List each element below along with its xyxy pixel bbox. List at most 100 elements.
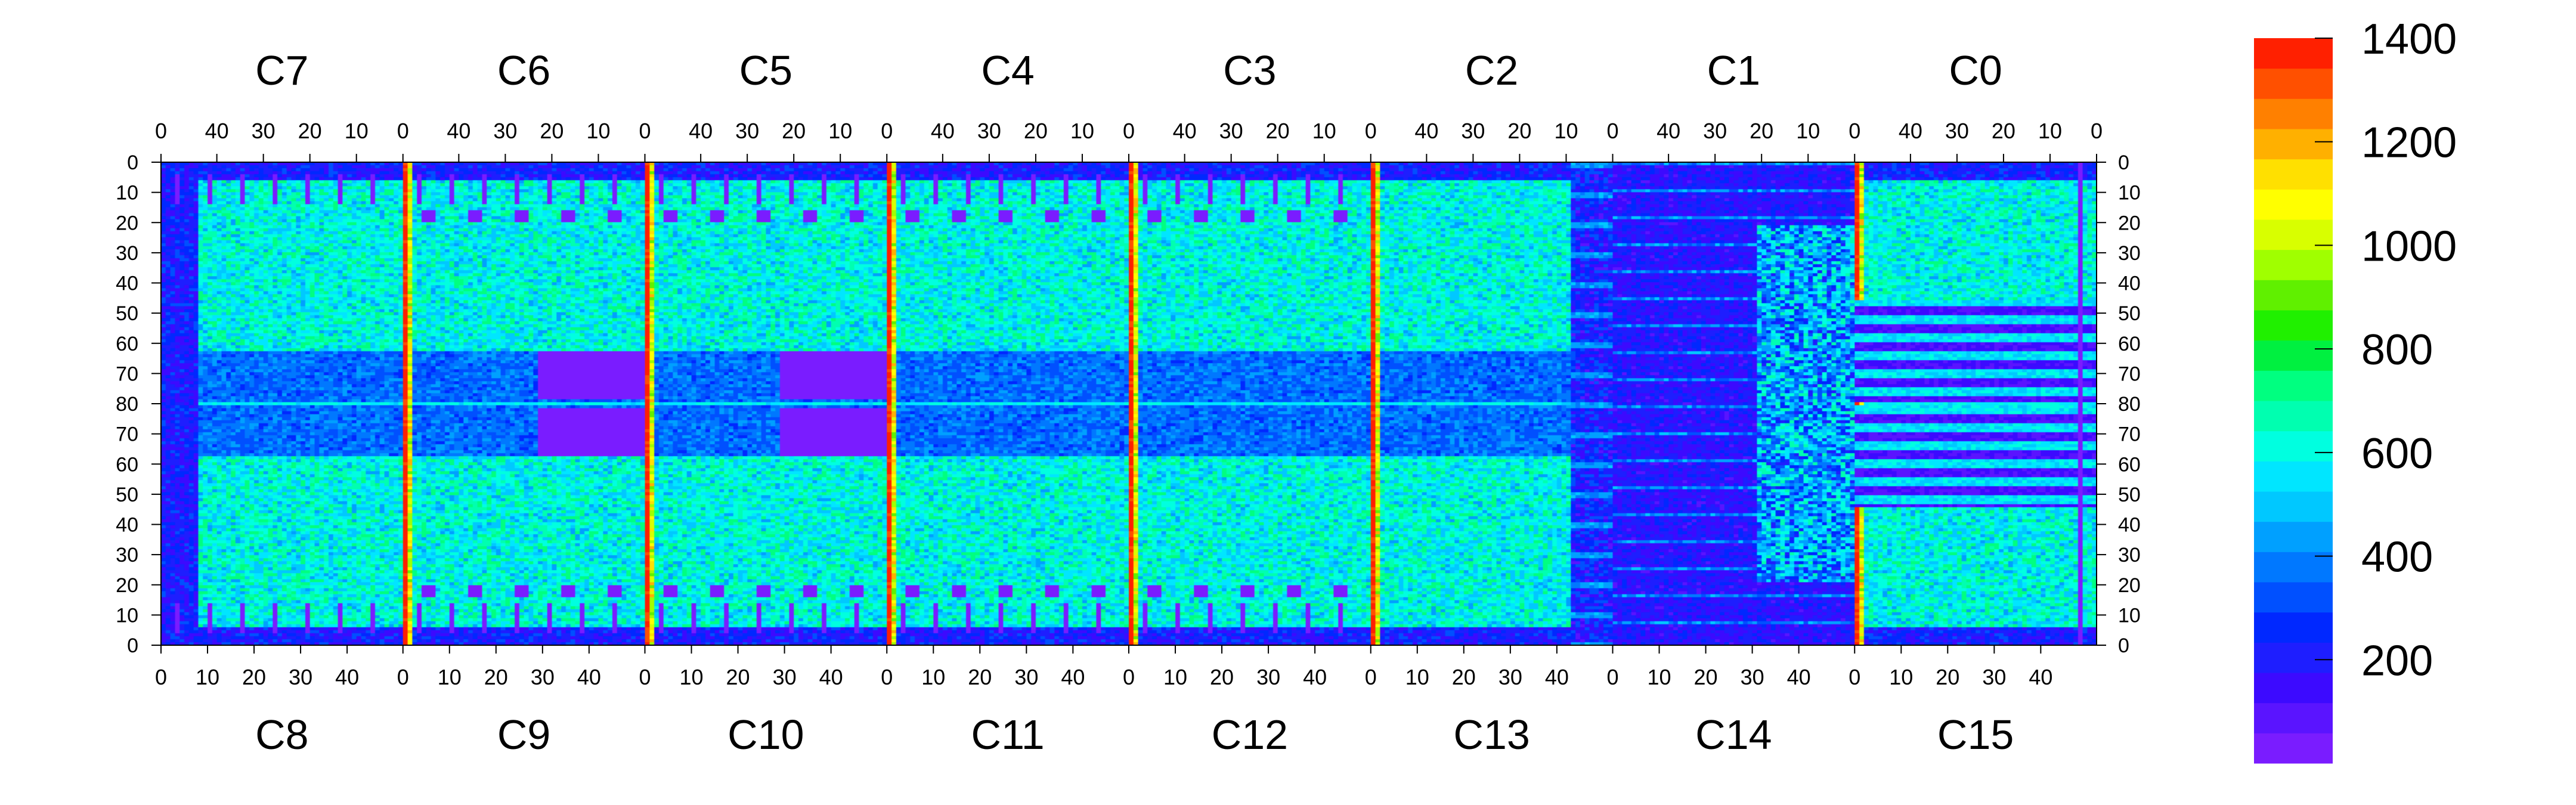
chip-label-bottom: C15 (1937, 711, 2014, 758)
chip-label-bottom: C13 (1453, 711, 1530, 758)
right-tick-label: 70 (2118, 423, 2141, 446)
right-tick-label: 60 (2118, 453, 2141, 476)
colorbar-segment (2254, 552, 2333, 583)
colorbar (2254, 38, 2333, 764)
top-tick-label: 10 (345, 119, 369, 143)
left-tick-label: 30 (116, 242, 138, 265)
left-tick-label: 10 (116, 604, 138, 627)
bottom-tick-label: 20 (1210, 665, 1234, 689)
top-tick-label: 10 (828, 119, 852, 143)
heatmap-cells (161, 162, 2097, 645)
bottom-tick-label: 30 (531, 665, 555, 689)
chip-label-top: C1 (1707, 47, 1760, 94)
bottom-tick-label: 20 (242, 665, 266, 689)
colorbar-tick-label: 600 (2361, 430, 2433, 478)
colorbar-segment (2254, 491, 2333, 522)
top-tick-label: 40 (931, 119, 955, 143)
right-tick-label: 10 (2118, 182, 2141, 205)
colorbar-tick-label: 1200 (2361, 119, 2457, 167)
top-tick-label: 0 (1123, 119, 1135, 143)
left-tick-label: 70 (116, 423, 138, 446)
bottom-tick-label: 20 (726, 665, 750, 689)
bottom-tick-label: 20 (1452, 665, 1476, 689)
bottom-tick-label: 30 (1982, 665, 2006, 689)
right-tick-label: 50 (2118, 302, 2141, 325)
left-tick-label: 10 (116, 182, 138, 205)
chip-label-top: C0 (1949, 47, 2002, 94)
colorbar-segment (2254, 68, 2333, 99)
right-tick-label: 30 (2118, 544, 2141, 566)
colorbar-tick-label: 1000 (2361, 222, 2457, 270)
bottom-tick-label: 20 (1694, 665, 1718, 689)
colorbar-segment (2254, 401, 2333, 432)
chip-label-bottom: C12 (1212, 711, 1288, 758)
top-tick-label: 30 (977, 119, 1001, 143)
top-tick-label: 30 (1461, 119, 1485, 143)
right-tick-label: 40 (2118, 273, 2141, 295)
colorbar-segment (2254, 582, 2333, 613)
bottom-tick-label: 10 (1163, 665, 1187, 689)
colorbar-segment (2254, 461, 2333, 492)
colorbar-segment (2254, 642, 2333, 673)
bottom-tick-label: 10 (438, 665, 462, 689)
colorbar-segment (2254, 521, 2333, 552)
colorbar-segment (2254, 129, 2333, 160)
top-tick-label: 40 (1173, 119, 1197, 143)
colorbar-segment (2254, 370, 2333, 401)
top-tick-label: 10 (2038, 119, 2062, 143)
chip-label-bottom: C8 (255, 711, 308, 758)
heatmap-area (161, 162, 2097, 645)
top-tick-label: 30 (1219, 119, 1243, 143)
bottom-tick-label: 10 (680, 665, 704, 689)
bottom-tick-label: 40 (2029, 665, 2052, 689)
left-tick-label: 0 (127, 151, 138, 174)
top-tick-label: 0 (881, 119, 893, 143)
right-tick-label: 20 (2118, 574, 2141, 597)
top-tick-label: 40 (1414, 119, 1438, 143)
colorbar-tick-label: 1400 (2361, 16, 2457, 63)
bottom-tick-label: 0 (1123, 665, 1135, 689)
chip-label-top: C2 (1465, 47, 1518, 94)
left-tick-label: 60 (116, 333, 138, 355)
bottom-tick-label: 10 (196, 665, 219, 689)
top-tick-label: 0 (155, 119, 167, 143)
bottom-tick-label: 20 (484, 665, 508, 689)
right-tick-label: 70 (2118, 363, 2141, 385)
chip-label-bottom: C14 (1695, 711, 1772, 758)
top-tick-label: 30 (252, 119, 275, 143)
top-tick-label: 30 (1945, 119, 1969, 143)
top-tick-label: 20 (298, 119, 322, 143)
bottom-tick-label: 40 (335, 665, 359, 689)
colorbar-tick-label: 200 (2361, 637, 2433, 685)
bottom-tick-label: 10 (1889, 665, 1913, 689)
bottom-tick-label: 10 (1648, 665, 1671, 689)
top-tick-label: 10 (1554, 119, 1578, 143)
colorbar-segment (2254, 98, 2333, 129)
left-tick-label: 70 (116, 363, 138, 385)
right-axis-ticks: 0 10 20 30 40 50 60 70 80 70 60 50 40 30 20 10 0 (2097, 151, 2141, 657)
colorbar-segment (2254, 702, 2333, 733)
top-tick-label: 20 (1266, 119, 1290, 143)
top-tick-label: 10 (1070, 119, 1094, 143)
top-tick-label: 20 (540, 119, 564, 143)
colorbar-segment (2254, 249, 2333, 280)
bottom-tick-label: 0 (155, 665, 167, 689)
top-tick-label: 0 (397, 119, 409, 143)
bottom-tick-label: 30 (1014, 665, 1038, 689)
top-tick-label: 0 (1365, 119, 1377, 143)
top-tick-label: 20 (1992, 119, 2015, 143)
colorbar-segment (2254, 189, 2333, 220)
left-tick-label: 40 (116, 273, 138, 295)
left-tick-label: 50 (116, 484, 138, 506)
bottom-tick-label: 10 (1405, 665, 1429, 689)
top-tick-label: 40 (1657, 119, 1680, 143)
chip-label-top: C5 (739, 47, 792, 94)
top-tick-label: 20 (1750, 119, 1773, 143)
left-tick-label: 0 (127, 634, 138, 657)
bottom-tick-label: 40 (1061, 665, 1085, 689)
colorbar-segment (2254, 38, 2333, 69)
right-tick-label: 40 (2118, 514, 2141, 537)
top-tick-label: 10 (586, 119, 610, 143)
top-tick-label: 30 (735, 119, 759, 143)
top-tick-label: 30 (1703, 119, 1727, 143)
